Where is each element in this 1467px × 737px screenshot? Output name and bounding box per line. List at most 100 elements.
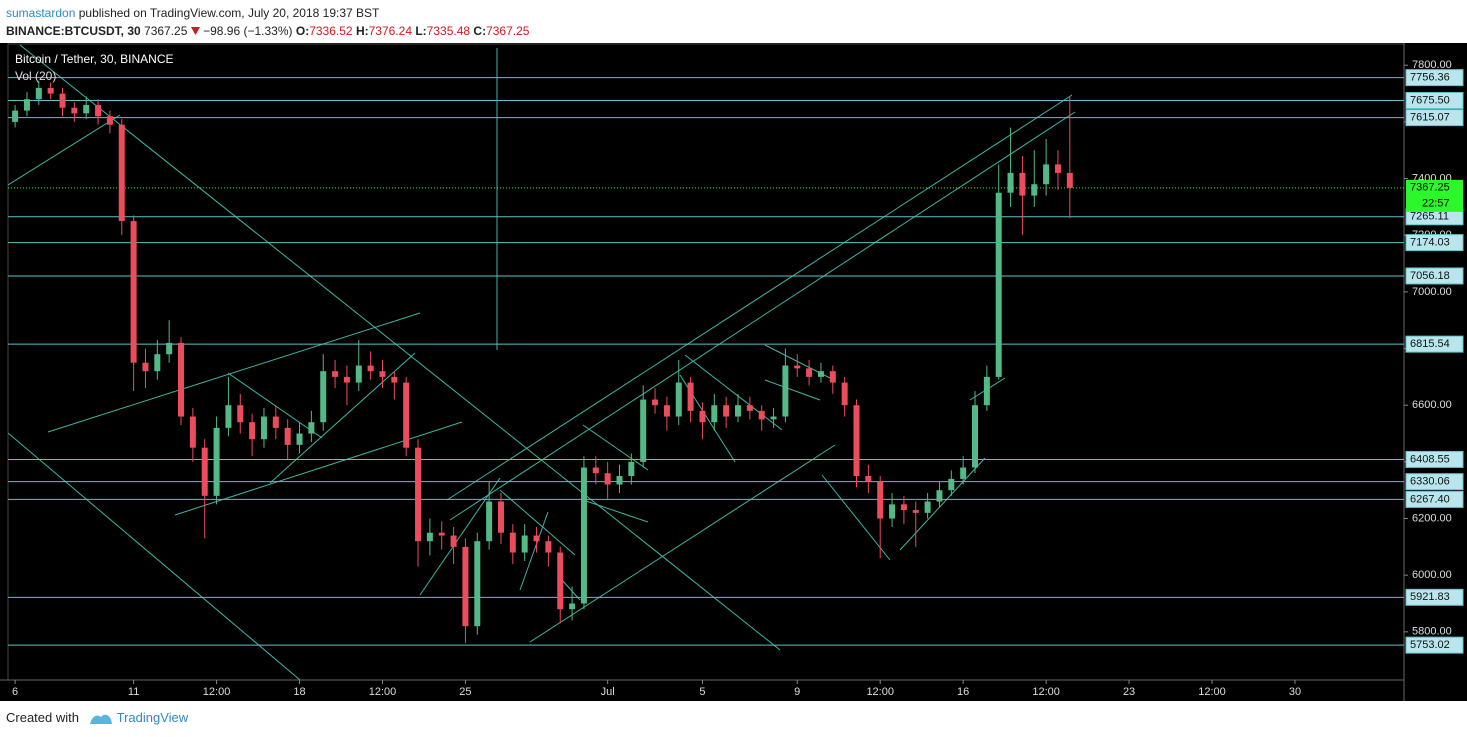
level-tag	[1405, 267, 1464, 285]
publish-line: sumastardon published on TradingView.com…	[6, 4, 529, 22]
candle-body	[569, 603, 576, 610]
candle-body	[723, 405, 730, 417]
level-tag	[1405, 450, 1464, 468]
ohlc-value: 7376.24	[368, 24, 412, 38]
y-tick-label: 6000.00	[1412, 569, 1452, 581]
candle-body	[95, 104, 102, 117]
candles	[12, 80, 1073, 644]
trendline	[582, 424, 649, 471]
candle-body	[59, 93, 66, 108]
x-tick-label: 25	[459, 686, 471, 698]
trendline	[227, 372, 323, 439]
level-label: 6815.54	[1410, 338, 1450, 350]
chart-subtitle: Vol (20)	[15, 69, 56, 83]
candle-body	[806, 368, 813, 377]
level-tag	[1405, 490, 1464, 508]
candle-body	[924, 501, 931, 513]
candle-body	[154, 354, 161, 372]
candle-body	[900, 504, 907, 511]
trendline	[764, 379, 821, 401]
candle-body	[332, 371, 339, 377]
trendline	[419, 477, 501, 596]
change: −98.96 (−1.33%)	[203, 24, 293, 38]
candle-body	[734, 405, 741, 417]
level-label: 7056.18	[1410, 270, 1450, 282]
ohlc-value: 7335.48	[426, 24, 471, 38]
level-label: 7174.03	[1410, 236, 1450, 248]
candle-body	[130, 221, 137, 363]
trendlines	[8, 44, 1076, 680]
countdown: 22:57	[1422, 198, 1450, 210]
candle-body	[343, 376, 350, 383]
candle-body	[782, 365, 789, 417]
candle-body	[711, 405, 718, 423]
trendline	[19, 44, 781, 651]
candle-body	[1054, 164, 1061, 173]
candle-body	[877, 481, 884, 519]
x-tick-label: 12:00	[203, 686, 231, 698]
candle-body	[12, 110, 19, 122]
candle-body	[663, 405, 670, 417]
trendline	[8, 432, 301, 680]
ohlc-label: H:	[355, 24, 369, 38]
ohlc-value: 7336.52	[309, 24, 353, 38]
level-label: 7615.07	[1410, 112, 1450, 124]
candle-body	[521, 535, 528, 553]
x-tick-label: 16	[957, 686, 969, 698]
ohlc-label: L:	[415, 24, 427, 38]
candle-body	[604, 473, 611, 485]
candle-body	[296, 433, 303, 445]
candle-body	[415, 447, 422, 542]
trendline	[8, 114, 121, 186]
level-tag	[1405, 69, 1464, 87]
candle-body	[462, 546, 469, 627]
candle-body	[1066, 172, 1073, 188]
candle-body	[640, 399, 647, 462]
x-tick-label: 12:00	[1198, 686, 1226, 698]
level-label: 7265.11	[1410, 211, 1449, 223]
axes: 5800.006000.006200.006400.006600.006800.…	[12, 59, 1464, 698]
candle-body	[746, 405, 753, 411]
level-label: 6267.40	[1410, 493, 1450, 505]
x-tick-label: Jul	[601, 686, 615, 698]
quote-line: BINANCE:BTCUSDT, 30 7367.25 −98.96 (−1.3…	[6, 22, 529, 40]
candle-body	[557, 552, 564, 610]
candle-body	[1019, 172, 1026, 196]
trendline	[47, 312, 421, 433]
trendline	[821, 474, 891, 561]
footer: Created with TradingView	[6, 710, 188, 726]
x-tick-label: 5	[699, 686, 705, 698]
author[interactable]: sumastardon	[6, 6, 76, 20]
x-tick-label: 23	[1123, 686, 1135, 698]
level-label: 6408.55	[1410, 453, 1450, 465]
candle-body	[178, 342, 185, 417]
level-label: 5921.83	[1410, 591, 1450, 603]
candle-body	[118, 124, 125, 222]
candle-body	[189, 416, 196, 448]
last-price-tag	[1406, 179, 1463, 212]
header: sumastardon published on TradingView.com…	[6, 4, 529, 40]
brand[interactable]: TradingView	[116, 710, 189, 725]
candle-body	[580, 467, 587, 604]
level-tag	[1405, 636, 1464, 654]
candle-body	[71, 107, 78, 114]
candle-body	[237, 405, 244, 423]
y-tick-label: 6200.00	[1412, 512, 1452, 524]
ohlc-label: C:	[473, 24, 487, 38]
y-tick-label: 6600.00	[1412, 399, 1452, 411]
candle-body	[450, 535, 457, 547]
x-tick-label: 12:00	[866, 686, 894, 698]
candle-body	[497, 501, 504, 533]
down-arrow	[190, 27, 200, 35]
candle-body	[995, 192, 1002, 377]
y-tick-label: 5800.00	[1412, 626, 1452, 638]
trendline	[561, 579, 581, 601]
candle-body	[628, 461, 635, 477]
candle-body	[652, 399, 659, 406]
candle-body	[817, 371, 824, 377]
candle-body	[758, 410, 765, 420]
x-tick-label: 6	[12, 686, 18, 698]
candle-body	[841, 382, 848, 406]
trendline	[446, 94, 1073, 501]
trendline	[519, 511, 549, 591]
